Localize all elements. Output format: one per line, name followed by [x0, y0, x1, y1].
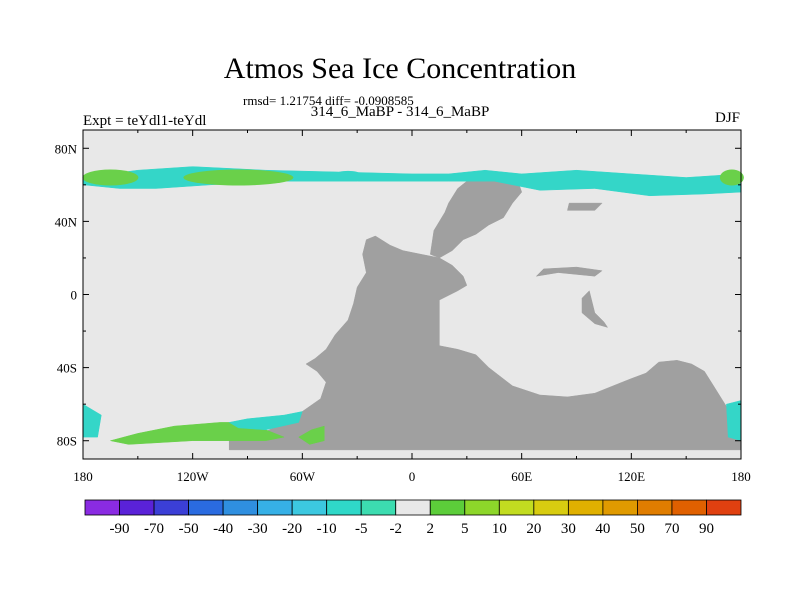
colorbar-label: -5 — [355, 521, 368, 537]
colorbar-swatch — [188, 499, 224, 516]
colorbar-label: 30 — [561, 521, 576, 537]
colorbar-swatch — [533, 499, 569, 516]
colorbar-label: 70 — [664, 521, 679, 537]
colorbar: -90 -70 -50 -40 -30 -20 -10 -5 -2 2 5 10 20 30 40 50 70 9… — [84, 499, 742, 537]
colorbar-label: -10 — [317, 521, 337, 537]
colorbar-label: -70 — [144, 521, 164, 537]
colorbar-label: 5 — [461, 521, 469, 537]
y-tick-label: 80N — [55, 141, 78, 156]
colorbar-label: -40 — [213, 521, 233, 537]
x-tick-label: 180 — [73, 469, 93, 484]
island-chain — [535, 266, 603, 277]
map-axes: 180 120W 60W 0 60E 120E 180 80N 40N 0 40S 80S — [55, 129, 751, 484]
chart-subtitle: 314_6_MaBP - 314_6_MaBP — [310, 104, 490, 120]
ice-anomaly-north-positive-west — [82, 169, 139, 186]
chart-stats: rmsd= 1.21754 diff= -0.0908585 — [243, 93, 414, 108]
y-tick-label: 40S — [57, 361, 77, 376]
colorbar-swatch — [222, 499, 259, 516]
ice-anomaly-north-small — [336, 170, 361, 177]
colorbar-label: -50 — [179, 521, 199, 537]
colorbar-swatch — [602, 499, 638, 516]
continent-south — [228, 235, 742, 451]
colorbar-swatch — [257, 499, 293, 516]
island-south — [581, 290, 609, 328]
colorbar-swatch — [567, 499, 604, 516]
colorbar-label: 40 — [595, 521, 610, 537]
x-tick-label: 0 — [409, 469, 416, 484]
ice-anomaly-north-positive-east — [719, 169, 744, 186]
colorbar-swatch — [119, 499, 155, 516]
island-east — [567, 202, 603, 211]
inland-sea — [292, 385, 318, 401]
y-tick-label: 0 — [71, 288, 78, 303]
colorbar-label: 10 — [492, 521, 507, 537]
colorbar-label: -30 — [248, 521, 268, 537]
season-label: DJF — [714, 110, 740, 126]
chart-title: Atmos Sea Ice Concentration — [223, 52, 577, 85]
colorbar-swatch — [671, 499, 707, 516]
experiment-label: Expt = teYdl1-teYdl — [83, 113, 207, 129]
ice-anomaly-south-negative-east — [726, 400, 742, 442]
colorbar-label: 2 — [427, 521, 435, 537]
colorbar-swatch — [360, 499, 397, 516]
colorbar-swatch — [326, 499, 362, 516]
colorbar-swatch — [153, 499, 189, 516]
colorbar-swatch — [637, 499, 673, 516]
colorbar-label: -2 — [389, 521, 402, 537]
ice-anomaly-south-positive-small — [298, 425, 325, 445]
y-tick-label: 40N — [55, 214, 78, 229]
colorbar-swatch — [498, 499, 535, 516]
x-tick-label: 60W — [290, 469, 316, 484]
colorbar-swatch — [429, 499, 466, 516]
x-tick-label: 120W — [177, 469, 210, 484]
colorbar-swatch — [395, 499, 431, 516]
colorbar-swatch — [706, 499, 742, 516]
colorbar-swatch — [291, 499, 328, 516]
colorbar-label: 20 — [526, 521, 541, 537]
x-tick-label: 180 — [731, 469, 751, 484]
colorbar-label: 90 — [699, 521, 714, 537]
ice-anomaly-north-positive-central — [183, 169, 294, 186]
colorbar-swatch — [464, 499, 500, 516]
x-tick-label: 60E — [511, 469, 532, 484]
colorbar-swatch — [84, 499, 120, 516]
ice-anomaly-south-negative-central — [228, 411, 303, 431]
colorbar-label: 50 — [630, 521, 645, 537]
x-tick-label: 120E — [618, 469, 646, 484]
map-area — [82, 130, 744, 459]
colorbar-label: -20 — [282, 521, 302, 537]
colorbar-label: -90 — [110, 521, 130, 537]
y-tick-label: 80S — [57, 434, 77, 449]
